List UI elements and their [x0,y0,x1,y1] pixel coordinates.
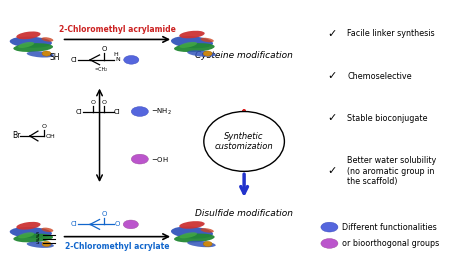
Text: O: O [101,211,107,217]
Text: O: O [101,47,107,52]
Ellipse shape [204,112,284,171]
Ellipse shape [41,37,54,42]
Ellipse shape [179,42,197,48]
Ellipse shape [13,234,53,242]
Ellipse shape [27,242,54,248]
Text: O: O [42,125,46,129]
Text: Cl: Cl [114,109,120,115]
Ellipse shape [18,42,34,48]
Ellipse shape [179,221,205,229]
Text: Chemoselective: Chemoselective [347,72,412,81]
Ellipse shape [27,51,54,57]
Text: Cl: Cl [71,221,77,227]
Text: ✓: ✓ [327,29,337,39]
Circle shape [131,154,148,164]
Ellipse shape [16,222,41,230]
Circle shape [131,107,148,116]
Text: Synthetic
customization: Synthetic customization [215,132,273,151]
Text: OH: OH [46,134,56,138]
Text: Different functionalities: Different functionalities [342,222,437,232]
Ellipse shape [10,227,52,238]
Ellipse shape [179,232,197,238]
Text: =CH₂: =CH₂ [94,67,108,72]
Text: 2-Chloromethyl acrylamide: 2-Chloromethyl acrylamide [59,25,176,34]
Text: $-$NH$_2$: $-$NH$_2$ [151,106,172,117]
Ellipse shape [179,31,205,38]
Ellipse shape [174,43,215,52]
Circle shape [203,51,212,56]
Ellipse shape [16,32,41,39]
Ellipse shape [187,241,216,247]
Ellipse shape [174,234,215,242]
Text: ✓: ✓ [327,166,337,176]
Text: H: H [114,52,118,57]
Circle shape [42,51,51,56]
Ellipse shape [13,43,53,52]
Ellipse shape [201,38,214,42]
Text: N: N [115,57,120,62]
Text: or bioorthogonal groups: or bioorthogonal groups [342,239,439,248]
Text: O: O [91,100,96,105]
Text: Facile linker synthesis: Facile linker synthesis [347,29,435,39]
Ellipse shape [171,36,213,48]
Ellipse shape [41,228,54,232]
Ellipse shape [10,36,52,48]
Text: Stable bioconjugate: Stable bioconjugate [347,114,428,123]
Circle shape [321,239,338,248]
Ellipse shape [18,232,34,238]
Circle shape [321,222,338,232]
Text: Br: Br [12,131,20,141]
Text: S: S [36,232,39,237]
Circle shape [123,220,138,229]
Circle shape [124,55,139,64]
Text: S: S [36,240,39,245]
Text: SH: SH [50,52,60,62]
Ellipse shape [201,228,214,233]
Circle shape [42,241,51,246]
Ellipse shape [187,50,216,57]
Text: Cl: Cl [71,57,77,63]
Text: Cysteine modification: Cysteine modification [195,51,293,60]
Text: S: S [36,236,39,241]
Text: O: O [101,100,106,105]
Text: Cl: Cl [75,109,82,115]
Text: Disulfide modification: Disulfide modification [195,209,293,218]
Text: ✓: ✓ [327,113,337,123]
Text: Better water solubility
(no aromatic group in
the scaffold): Better water solubility (no aromatic gro… [347,156,437,186]
Text: 2-Chloromethyl acrylate: 2-Chloromethyl acrylate [65,242,170,251]
Circle shape [203,241,212,246]
Text: O: O [115,221,120,227]
Text: ✓: ✓ [327,71,337,81]
Ellipse shape [171,227,213,239]
Text: $-$OH: $-$OH [151,154,169,164]
